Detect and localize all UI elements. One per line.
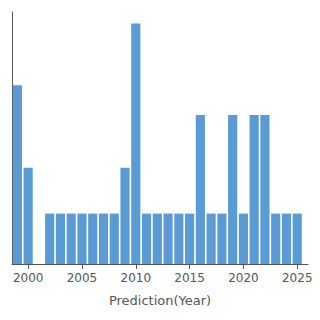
svg-text:2020: 2020 [228, 271, 259, 285]
svg-text:2025: 2025 [282, 271, 313, 285]
svg-text:2015: 2015 [174, 271, 205, 285]
svg-text:2000: 2000 [13, 271, 44, 285]
svg-text:2005: 2005 [67, 271, 98, 285]
svg-text:2010: 2010 [121, 271, 152, 285]
svg-text:Prediction(Year): Prediction(Year) [109, 293, 211, 308]
